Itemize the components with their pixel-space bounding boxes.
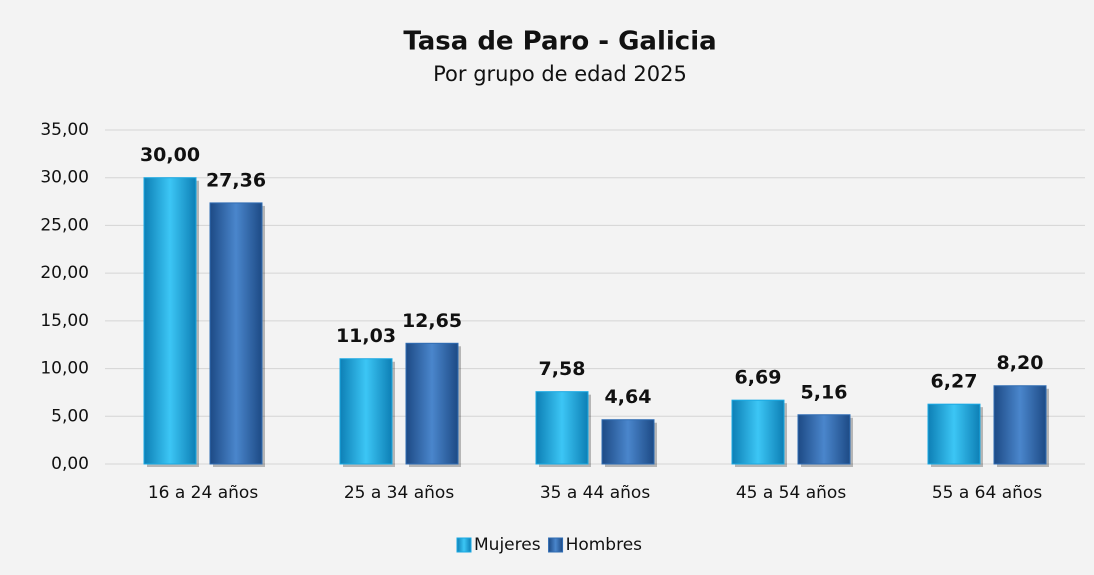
value-label: 5,16 <box>801 381 848 403</box>
value-label: 30,00 <box>140 144 200 166</box>
bar <box>797 414 851 465</box>
value-label: 4,64 <box>605 386 652 408</box>
legend-label: Mujeres <box>474 535 541 555</box>
x-tick-label: 16 a 24 años <box>148 483 258 503</box>
chart-subtitle: Por grupo de edad 2025 <box>433 62 687 86</box>
x-tick-label: 35 a 44 años <box>540 483 650 503</box>
value-label: 7,58 <box>539 358 586 380</box>
y-tick-label: 35,00 <box>40 120 89 140</box>
value-label: 6,69 <box>735 367 782 389</box>
bar <box>601 419 655 465</box>
value-label: 8,20 <box>997 352 1044 374</box>
y-tick-label: 25,00 <box>40 215 89 235</box>
bar <box>143 177 197 465</box>
value-label: 12,65 <box>402 310 462 332</box>
y-tick-label: 30,00 <box>40 168 89 188</box>
value-label: 27,36 <box>206 169 266 191</box>
bar <box>927 403 981 465</box>
bar <box>405 342 459 465</box>
y-tick-label: 10,00 <box>40 359 89 379</box>
y-tick-label: 15,00 <box>40 311 89 331</box>
legend-swatch <box>456 537 472 553</box>
x-tick-label: 45 a 54 años <box>736 483 846 503</box>
value-label: 6,27 <box>931 371 978 393</box>
y-tick-label: 5,00 <box>51 406 89 426</box>
bar <box>535 391 589 465</box>
legend-label: Hombres <box>566 535 643 555</box>
bar <box>339 358 393 465</box>
chart-title: Tasa de Paro - Galicia <box>403 27 716 57</box>
value-label: 11,03 <box>336 325 396 347</box>
x-tick-label: 55 a 64 años <box>932 483 1042 503</box>
y-tick-label: 20,00 <box>40 263 89 283</box>
legend-swatch <box>548 537 564 553</box>
bar <box>993 385 1047 465</box>
x-tick-label: 25 a 34 años <box>344 483 454 503</box>
bar <box>731 399 785 465</box>
y-tick-label: 0,00 <box>51 454 89 474</box>
bar <box>209 202 263 465</box>
